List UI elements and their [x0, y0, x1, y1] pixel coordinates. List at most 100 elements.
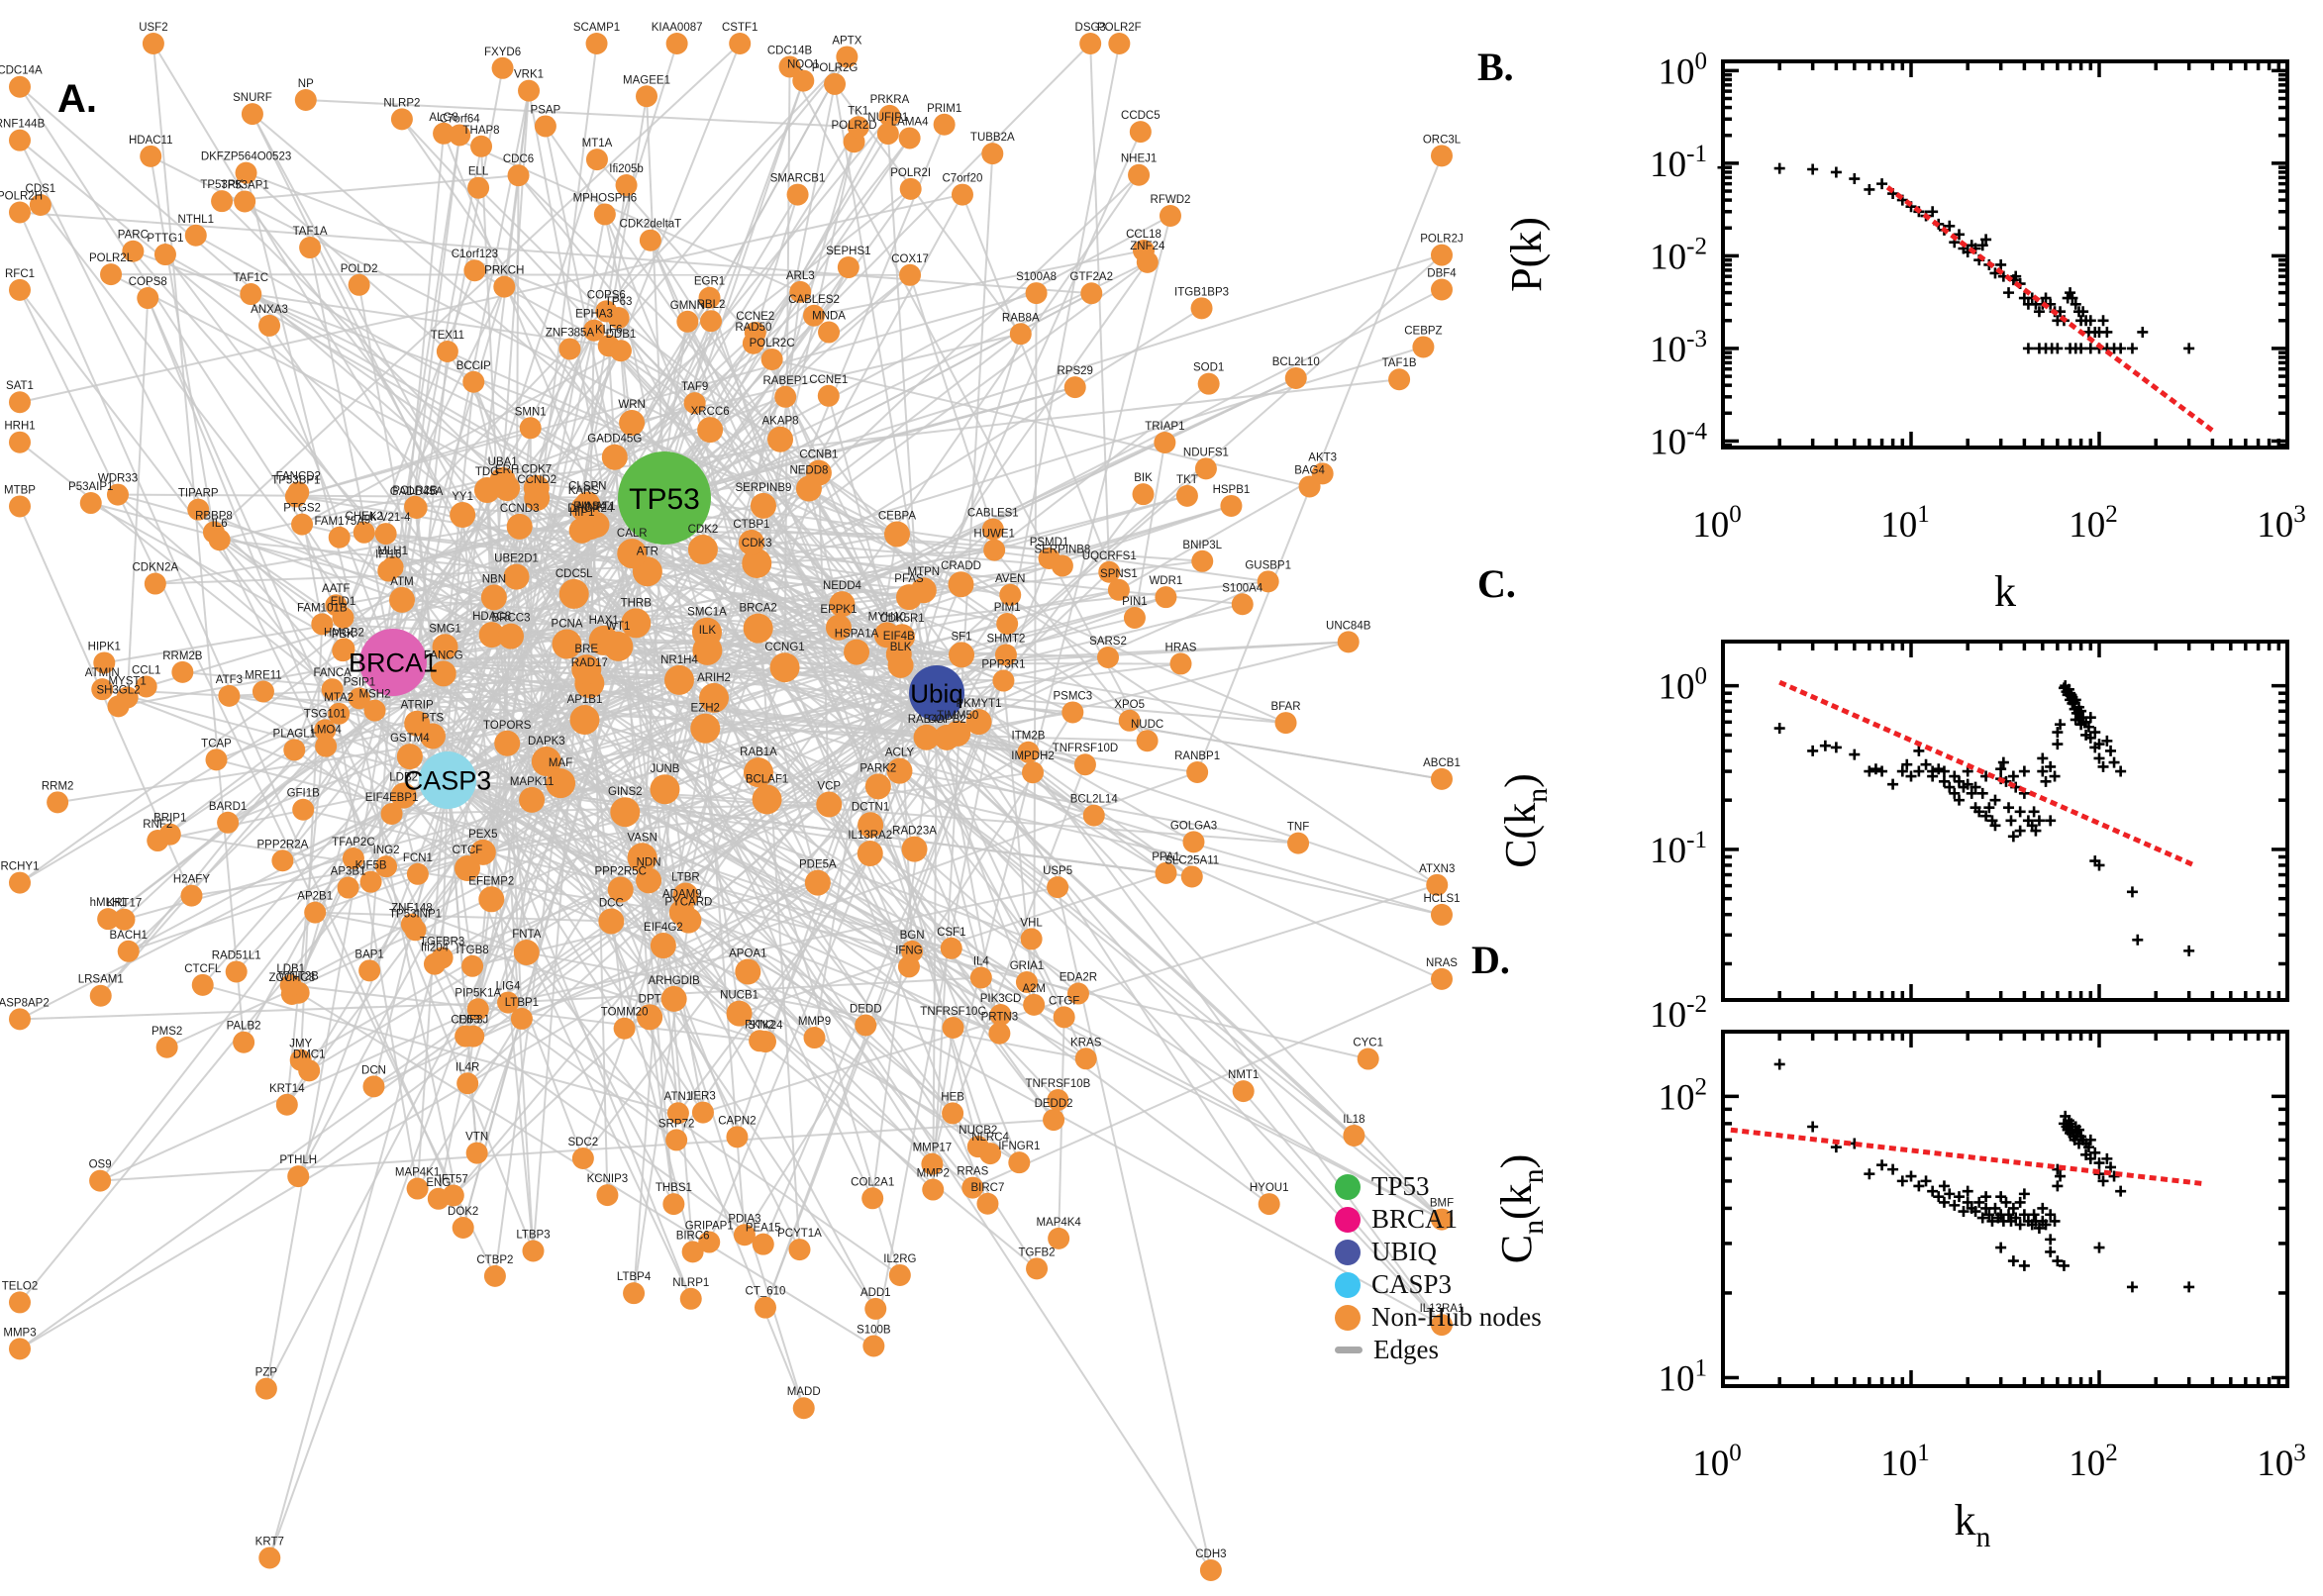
network-node [729, 33, 752, 54]
network-node-label: PKN2 [745, 1019, 774, 1031]
network-node-label: NLRP1 [672, 1277, 709, 1289]
tick-label: 103 [2257, 501, 2306, 546]
data-point [1773, 1058, 1785, 1070]
network-node [491, 56, 514, 79]
network-node-label: GFI1B [287, 788, 321, 800]
network-node [585, 33, 608, 54]
network-node-label: SAT1 [6, 380, 34, 392]
network-node-label: TNFRSF10B [1025, 1078, 1090, 1090]
network-node [675, 907, 702, 934]
edge [693, 80, 805, 404]
edge [675, 737, 949, 1141]
network-node-label: CDC6 [503, 153, 534, 165]
data-point [1995, 1191, 2007, 1203]
network-node [107, 695, 130, 718]
network-node [299, 237, 322, 259]
network-node-label: LMO4 [310, 725, 342, 737]
network-node-label: MADD [787, 1386, 821, 1398]
network-node-label: GOLGA3 [1170, 820, 1217, 832]
edge [605, 311, 652, 1018]
network-node-label: MAF [549, 757, 572, 769]
network-node-label: PRKRA [870, 94, 910, 106]
data-point [2018, 1188, 2030, 1200]
scatter-points [1773, 1058, 2195, 1293]
edge [754, 194, 799, 334]
network-node [100, 263, 123, 286]
network-node-label: DOK2 [448, 1206, 478, 1218]
network-node-label: BLK [890, 642, 912, 653]
tick-label: 10-4 [1650, 418, 1707, 462]
network-node-label: ZNF148 [391, 903, 433, 915]
network-node-label: DMC1 [293, 1048, 326, 1060]
network-node-label: GRIA1 [1010, 960, 1045, 972]
network-node [1136, 730, 1159, 752]
network-node [279, 974, 302, 997]
tick-label: 10-2 [1650, 991, 1707, 1036]
network-node-label: PPP2R5C [595, 866, 647, 878]
network-node-label: S100A4 [1222, 582, 1263, 594]
data-point [2055, 1170, 2067, 1182]
network-node-label: DKFZP564O0523 [201, 151, 291, 163]
legend-item-label: CASP3 [1371, 1269, 1453, 1299]
network-node-label: USF2 [139, 22, 167, 34]
network-node-label: KRAS [1070, 1037, 1102, 1048]
data-point [1983, 1209, 1995, 1221]
network-node [969, 966, 992, 989]
network-node-label: CCNE1 [809, 374, 848, 386]
network-node-label: PIAS4 [573, 501, 606, 513]
network-node-label: TP53BP1 [271, 474, 320, 486]
network-node [650, 933, 676, 959]
network-node-label: RFC1 [5, 268, 35, 280]
network-node-label: POLD2 [341, 263, 378, 275]
network-node-label: MMP9 [798, 1016, 831, 1028]
network-node-label: ANXA3 [251, 304, 288, 316]
network-node [483, 1264, 506, 1287]
network-node [687, 535, 718, 565]
network-node-label: TELO2 [2, 1280, 38, 1292]
network-node-label: TEX11 [431, 330, 464, 342]
edge [490, 634, 586, 721]
network-node [690, 713, 721, 744]
network-node-label: hMLH1 [90, 897, 127, 909]
edge [221, 174, 519, 203]
network-node-label: PSMC3 [1054, 690, 1093, 702]
network-node [432, 634, 458, 660]
edge [607, 345, 1443, 1326]
network-node [1108, 33, 1131, 54]
network-node-label: EFEMP2 [468, 875, 514, 887]
data-point [2058, 1259, 2070, 1271]
network-node [726, 1126, 749, 1148]
network-node-label: GTF2A2 [1070, 271, 1113, 283]
network-node [749, 1030, 771, 1052]
network-node [234, 190, 256, 213]
network-node-label: BRIP1 [153, 813, 186, 825]
network-node-label: CDK7 [521, 464, 552, 476]
data-point [1966, 787, 1977, 799]
network-node-label: TUBB2A [970, 132, 1015, 144]
data-point [2055, 719, 2067, 731]
network-node [332, 640, 354, 662]
network-node-label: A2M [1022, 983, 1046, 995]
network-node [1128, 163, 1151, 186]
data-point [1896, 1175, 1908, 1187]
network-node-label: MAGEE1 [623, 74, 670, 86]
edge [447, 668, 587, 781]
network-node [292, 798, 315, 821]
network-node-label: RABEP1 [762, 375, 807, 387]
edge [605, 184, 628, 312]
network-node [996, 613, 1019, 636]
network-node [637, 1004, 663, 1031]
network-node-label: UQCRFS1 [1082, 550, 1137, 562]
network-node-label: DBF4 [1427, 267, 1457, 279]
edge [595, 524, 1002, 1016]
edge [447, 779, 692, 1300]
network-node-label: SMC1A [687, 607, 727, 619]
edge [447, 779, 973, 1189]
network-node-label: MYST1 [108, 675, 146, 687]
network-node-label: SNURF [233, 92, 272, 104]
network-node-label: HCLS1 [1423, 893, 1460, 905]
network-node [503, 563, 530, 590]
edge [384, 533, 692, 1300]
network-node [252, 680, 274, 703]
network-node [358, 959, 381, 982]
